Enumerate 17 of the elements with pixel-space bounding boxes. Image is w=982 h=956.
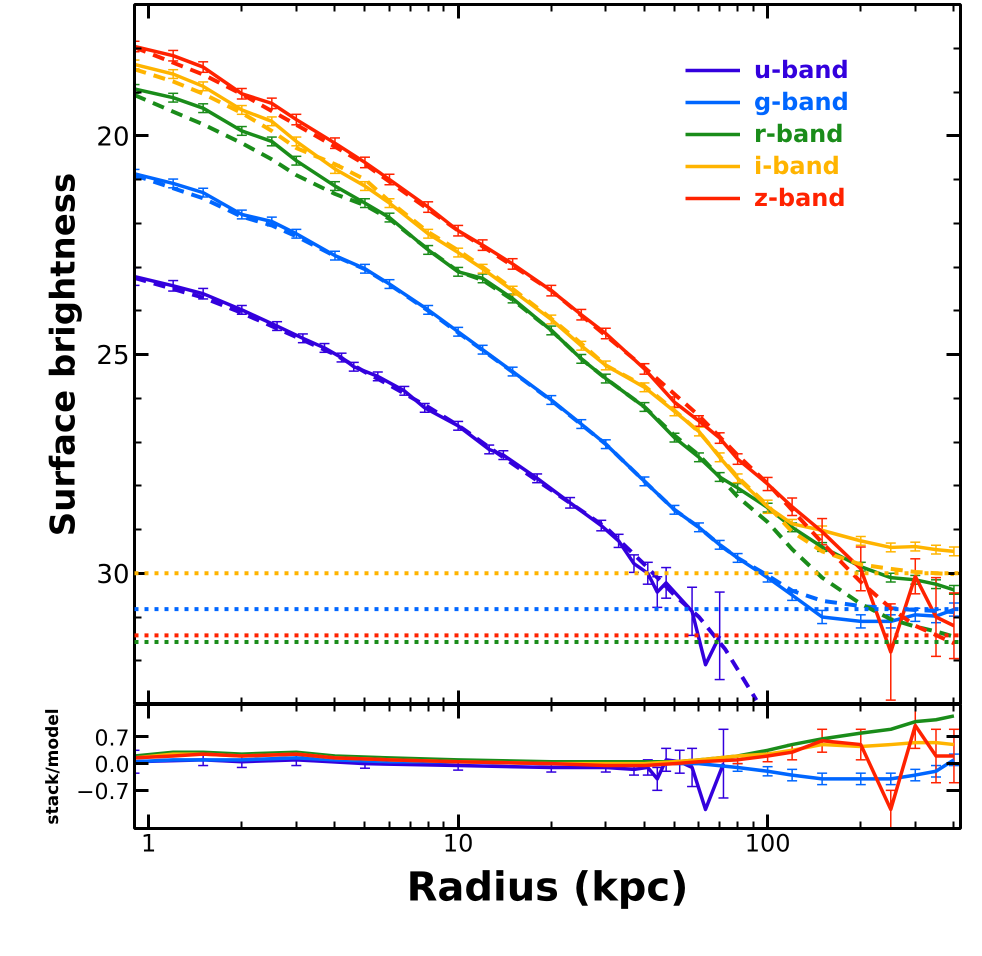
x-axis-title: Radius (kpc) xyxy=(406,864,688,910)
y-axis-title: Surface brightness xyxy=(43,172,84,536)
legend-label: i-band xyxy=(754,152,840,180)
y-tick-label: 25 xyxy=(96,341,130,371)
x-tick-label: 100 xyxy=(744,830,791,858)
y-tick-label: 30 xyxy=(96,560,130,590)
y-tick-label: −0.7 xyxy=(76,780,130,805)
y-tick-label: 0.7 xyxy=(94,726,130,752)
legend-label: z-band xyxy=(754,184,846,212)
x-tick-label: 10 xyxy=(442,830,474,858)
y-axis-title: stack/model xyxy=(43,708,64,825)
legend-label: g-band xyxy=(754,88,849,116)
y-tick-label: 20 xyxy=(96,122,130,152)
x-tick-label: 1 xyxy=(141,830,156,858)
y-tick-label: 0.0 xyxy=(94,753,130,778)
legend-label: r-band xyxy=(754,120,844,148)
legend-label: u-band xyxy=(754,56,849,84)
